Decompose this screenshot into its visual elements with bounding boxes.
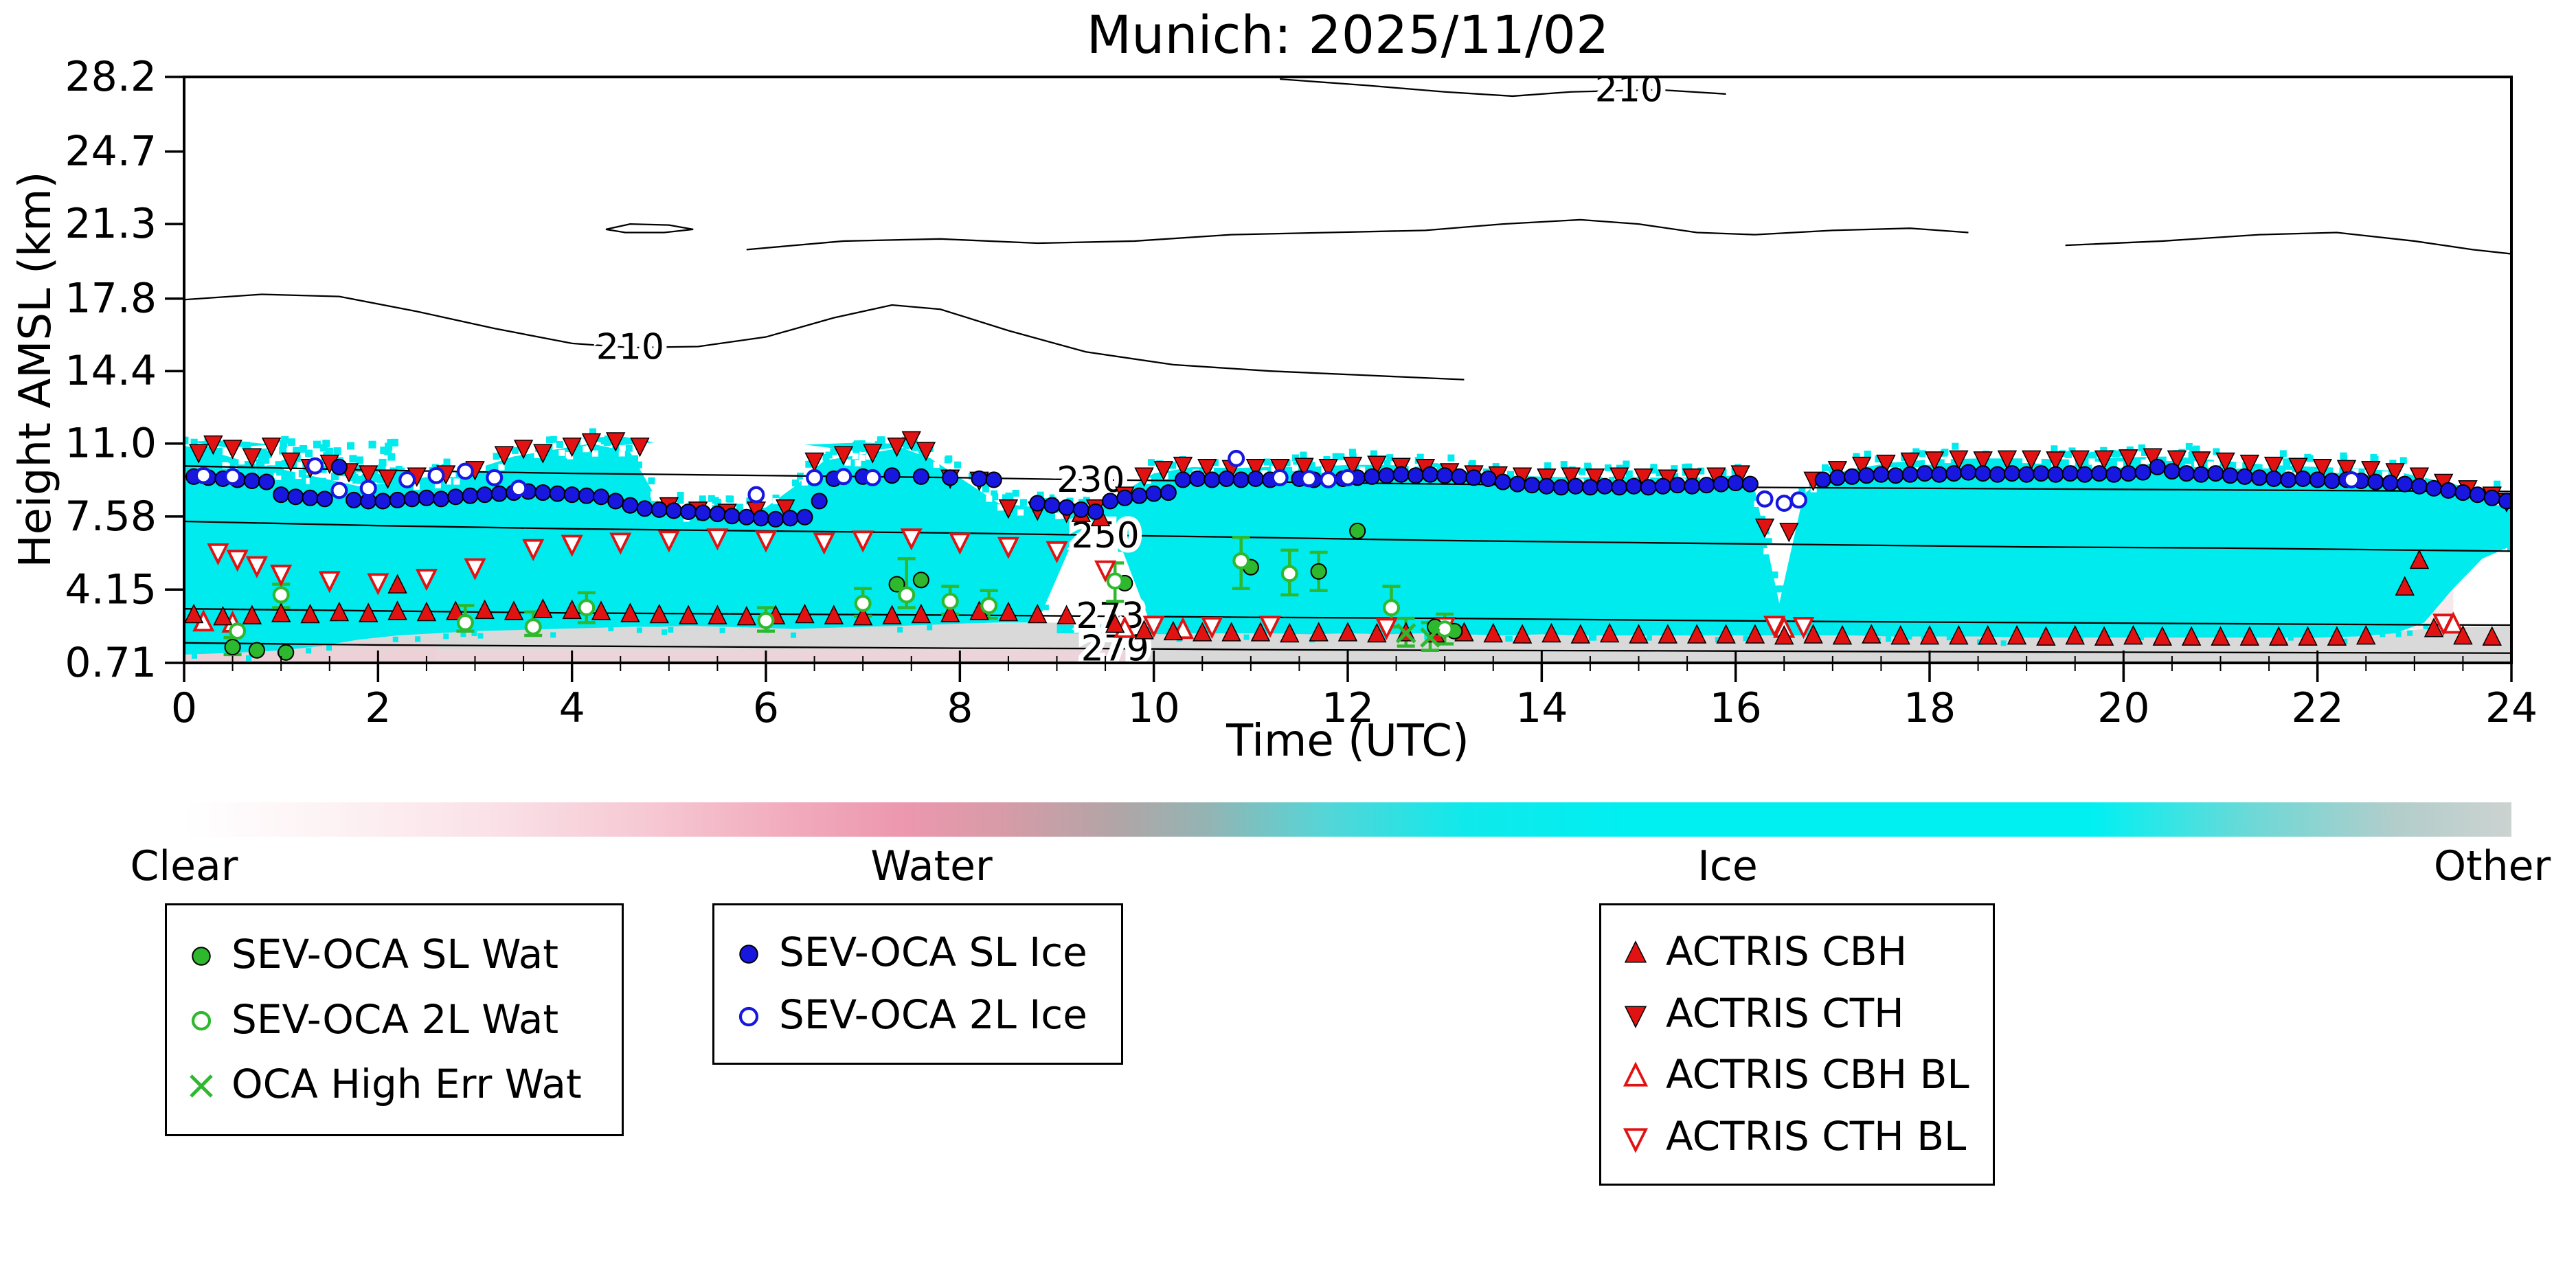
legend-item: SEV-OCA 2L Wat: [185, 995, 604, 1043]
contour-line-250: [184, 520, 2511, 552]
colorbar-gradient: [184, 802, 2511, 837]
x-tick-label: 24: [2485, 684, 2538, 732]
legend-item: ACTRIS CBH: [1619, 927, 1975, 975]
legend-item: SEV-OCA SL Wat: [185, 933, 604, 977]
series-oca-high-err-wat: [1395, 623, 1440, 648]
y-tick-label: 24.7: [65, 128, 157, 176]
x-tick-label: 16: [1709, 684, 1761, 732]
colorbar-label-ice: Ice: [1697, 842, 1758, 890]
legend-item-label: OCA High Err Wat: [231, 1060, 582, 1107]
legend-item: SEV-OCA 2L Ice: [732, 993, 1103, 1037]
y-tick-label: 4.15: [65, 565, 157, 613]
legend-ice: SEV-OCA SL Ice SEV-OCA 2L Ice: [712, 903, 1123, 1065]
legend-item-label: SEV-OCA 2L Wat: [231, 995, 559, 1043]
legend-item-label: ACTRIS CTH BL: [1666, 1113, 1967, 1160]
x-tick-label: 10: [1127, 684, 1179, 732]
chart-title: Munich: 2025/11/02: [1086, 4, 1609, 65]
x-tick-label: 22: [2291, 684, 2343, 732]
x-tick-label: 18: [1903, 684, 1956, 732]
x-tick-label: 12: [1322, 684, 1374, 732]
colorbar-label-water: Water: [870, 842, 993, 890]
y-tick-label: 11.0: [65, 420, 157, 468]
legend-item-label: SEV-OCA SL Ice: [779, 929, 1087, 976]
series-sev-oca-sl-ice: [185, 458, 2511, 528]
y-tick-label: 14.4: [65, 347, 157, 395]
y-tick-label: 0.71: [65, 639, 157, 687]
x-axis-label: Time (UTC): [1226, 716, 1469, 767]
tri-up-open-icon: [1623, 1061, 1649, 1087]
legend-item: OCA High Err Wat: [185, 1060, 604, 1107]
tri-up-filled-icon: [1624, 940, 1647, 963]
x-tick-label: 2: [365, 684, 391, 732]
y-tick-label: 17.8: [65, 275, 157, 323]
contour-line-210: [1280, 78, 1726, 98]
legend-item-label: SEV-OCA SL Wat: [231, 931, 559, 978]
contour-line: [2065, 231, 2511, 255]
contour-label: 210: [1595, 69, 1663, 111]
contour-line: [605, 223, 694, 234]
contour-label: 210: [596, 326, 664, 368]
circle-open-icon: [191, 1011, 212, 1031]
x-tick-label: 8: [947, 684, 973, 732]
legend-item: ACTRIS CBH BL: [1619, 1053, 1975, 1097]
x-tick-label: 0: [171, 684, 197, 732]
legend-item: ACTRIS CTH: [1619, 989, 1975, 1037]
contour-line: [746, 218, 1969, 251]
legend-item: ACTRIS CTH BL: [1619, 1113, 1975, 1160]
axes: 0 2 4 6 8 10 12 14 16 18 20 22 240.714.157.5811.014.…: [65, 53, 2538, 732]
x-mark-icon: [190, 1074, 213, 1098]
series-sev-oca-2l-ice: [194, 449, 2360, 512]
circle-open-icon: [738, 1006, 759, 1027]
contour-line-210: [184, 293, 1465, 381]
y-tick-label: 21.3: [65, 200, 157, 248]
series-actris-cbh: [184, 502, 2502, 646]
colorbar-label-clear: Clear: [130, 842, 238, 890]
legend-item-label: ACTRIS CTH: [1666, 989, 1904, 1037]
tri-down-open-icon: [1623, 1128, 1649, 1153]
tri-down-filled-icon: [1624, 1006, 1647, 1028]
ice-region: [184, 443, 2511, 655]
contour-line-279: [184, 642, 2511, 654]
legend-item: SEV-OCA SL Ice: [732, 929, 1103, 976]
circle-filled-icon: [739, 945, 758, 964]
circle-filled-icon: [192, 947, 211, 967]
x-tick-label: 20: [2097, 684, 2149, 732]
legend-item-label: ACTRIS CBH: [1666, 927, 1908, 975]
legend-actris: ACTRIS CBH ACTRIS CTH ACTRIS CBH BL ACTRIS …: [1599, 903, 1995, 1186]
colorbar-label-other: Other: [2433, 842, 2551, 890]
legend-item-label: ACTRIS CBH BL: [1666, 1051, 1969, 1098]
y-tick-label: 28.2: [65, 53, 157, 101]
series-actris-cth-bl: [207, 528, 2455, 640]
legend-water: SEV-OCA SL Wat SEV-OCA 2L Wat OCA High Err…: [165, 903, 624, 1136]
series-sev-oca-2l-wat: [229, 552, 1454, 640]
x-tick-label: 14: [1515, 684, 1568, 732]
y-tick-label: 7.58: [65, 493, 157, 541]
x-tick-label: 4: [559, 684, 585, 732]
legend-item-label: SEV-OCA 2L Ice: [779, 991, 1087, 1039]
x-tick-label: 6: [753, 684, 779, 732]
